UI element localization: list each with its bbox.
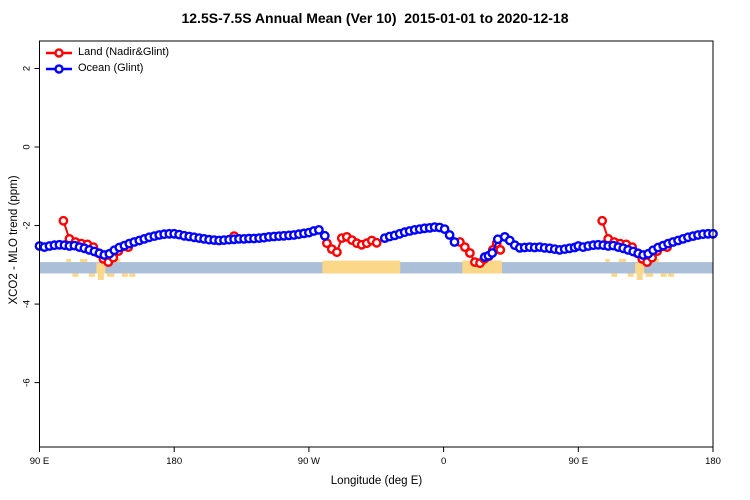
data-point [464, 248, 475, 258]
data-point [331, 247, 342, 258]
x-axis-title: Longitude (deg E) [330, 475, 423, 487]
y-tick-label: -2 [22, 221, 33, 229]
surface-strip [39, 258, 713, 280]
data-point [58, 215, 69, 226]
legend [46, 48, 72, 74]
series-ocean [34, 222, 718, 262]
island-fragment [66, 258, 71, 263]
island-fragment [618, 258, 627, 263]
island-fragment [79, 258, 88, 263]
legend-label-ocean: Ocean (Glint) [78, 62, 144, 74]
y-tick-label: -6 [22, 378, 33, 386]
island-fragment [88, 273, 95, 277]
island-fragment [627, 273, 634, 277]
island-fragment [660, 273, 667, 277]
island-fragment [668, 273, 675, 277]
island-fragment [129, 273, 136, 277]
x-tick-label: 180 [705, 456, 721, 467]
y-tick-label: -4 [22, 300, 33, 308]
x-tick-label: 180 [166, 456, 182, 467]
data-point [487, 248, 498, 258]
island-fragment [636, 273, 643, 280]
island-fragment [121, 273, 128, 277]
x-tick-label: 90 W [298, 456, 320, 467]
island-fragment [106, 273, 115, 277]
data-point [449, 237, 460, 247]
x-tick-label: 90 E [30, 456, 50, 467]
island-fragment [97, 273, 104, 280]
y-tick-label: 2 [22, 66, 33, 71]
island-fragment [96, 263, 106, 274]
island-fragment [605, 258, 610, 263]
x-tick-label: 0 [441, 456, 446, 467]
island-fragment [72, 273, 79, 277]
land-strip-segment [322, 260, 401, 274]
data-point [597, 215, 608, 226]
axes: 90 E 180 90 W 0 90 E 180 2 0 -2 -4 -6 [22, 40, 721, 467]
data-point [439, 224, 450, 235]
island-fragment [115, 258, 121, 263]
data-point [459, 242, 470, 253]
island-fragment [611, 273, 618, 277]
data-point [319, 230, 330, 241]
data-point [495, 244, 506, 255]
chart-title: 12.5S-7.5S Annual Mean (Ver 10) 2015-01-… [181, 10, 569, 26]
island-fragment [645, 273, 654, 277]
legend-circle-icon [54, 48, 64, 58]
y-tick-label: 0 [22, 144, 33, 149]
data-point [313, 224, 324, 235]
data-point [444, 230, 455, 240]
data-point [371, 237, 382, 248]
island-fragment [635, 263, 645, 274]
legend-circle-icon [54, 64, 64, 74]
island-fragment [654, 258, 660, 263]
legend-label-land: Land (Nadir&Glint) [78, 46, 170, 58]
x-tick-label: 90 E [569, 456, 589, 467]
